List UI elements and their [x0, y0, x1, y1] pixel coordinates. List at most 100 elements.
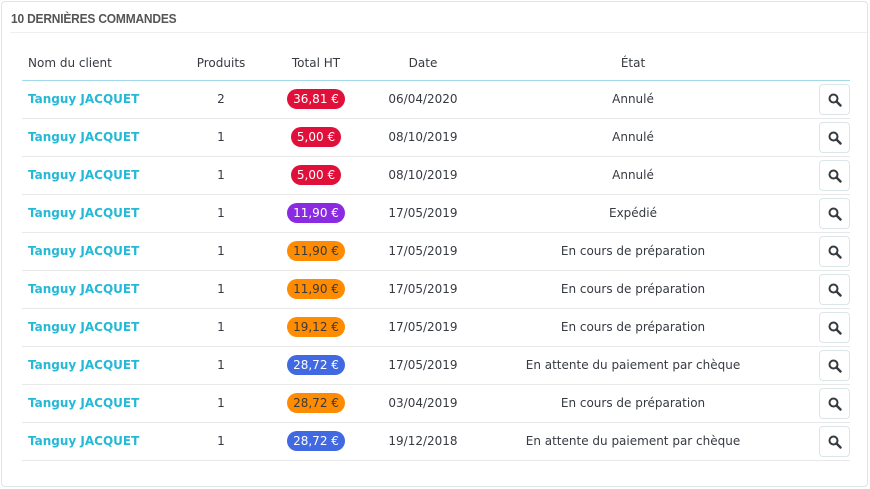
total-cell: 28,72 € — [260, 346, 372, 385]
state-cell: Annulé — [474, 118, 792, 157]
state-cell: En cours de préparation — [474, 384, 792, 423]
state-cell: En cours de préparation — [474, 270, 792, 309]
search-icon — [828, 93, 842, 107]
actions-cell — [792, 232, 850, 271]
actions-cell — [792, 118, 850, 157]
total-cell: 19,12 € — [260, 308, 372, 347]
table-row: Tanguy JACQUET 1 5,00 € 08/10/2019 Annul… — [22, 118, 850, 157]
actions-cell — [792, 346, 850, 385]
actions-cell — [792, 270, 850, 309]
search-icon — [828, 169, 842, 183]
products-cell: 1 — [182, 270, 260, 309]
date-cell: 17/05/2019 — [372, 308, 474, 347]
view-order-button[interactable] — [819, 311, 850, 343]
date-cell: 19/12/2018 — [372, 422, 474, 461]
view-order-button[interactable] — [819, 349, 850, 381]
actions-cell — [792, 384, 850, 423]
table-row: Tanguy JACQUET 2 36,81 € 06/04/2020 Annu… — [22, 80, 850, 119]
products-cell: 2 — [182, 80, 260, 119]
search-icon — [828, 397, 842, 411]
client-link[interactable]: Tanguy JACQUET — [28, 282, 140, 296]
table-row: Tanguy JACQUET 1 11,90 € 17/05/2019 Expé… — [22, 194, 850, 233]
products-cell: 1 — [182, 384, 260, 423]
client-cell: Tanguy JACQUET — [22, 118, 182, 157]
client-cell: Tanguy JACQUET — [22, 156, 182, 195]
total-badge: 11,90 € — [287, 203, 345, 223]
total-cell: 11,90 € — [260, 194, 372, 233]
view-order-button[interactable] — [819, 159, 850, 191]
col-products: Produits — [182, 47, 260, 81]
state-cell: En attente du paiement par chèque — [474, 422, 792, 461]
table-header: Nom du client Produits Total HT Date Éta… — [22, 47, 850, 81]
total-badge: 36,81 € — [287, 89, 345, 109]
total-badge: 28,72 € — [287, 393, 345, 413]
products-cell: 1 — [182, 232, 260, 271]
client-link[interactable]: Tanguy JACQUET — [28, 434, 140, 448]
table-row: Tanguy JACQUET 1 28,72 € 03/04/2019 En c… — [22, 384, 850, 423]
client-cell: Tanguy JACQUET — [22, 384, 182, 423]
total-badge: 11,90 € — [287, 241, 345, 261]
actions-cell — [792, 194, 850, 233]
state-cell: Expédié — [474, 194, 792, 233]
total-cell: 36,81 € — [260, 80, 372, 119]
client-cell: Tanguy JACQUET — [22, 308, 182, 347]
products-cell: 1 — [182, 308, 260, 347]
total-badge: 19,12 € — [287, 317, 345, 337]
total-badge: 5,00 € — [290, 165, 342, 185]
view-order-button[interactable] — [819, 121, 850, 153]
client-cell: Tanguy JACQUET — [22, 422, 182, 461]
col-date: Date — [372, 47, 474, 81]
view-order-button[interactable] — [819, 425, 850, 457]
total-cell: 28,72 € — [260, 384, 372, 423]
table-row: Tanguy JACQUET 1 5,00 € 08/10/2019 Annul… — [22, 156, 850, 195]
client-link[interactable]: Tanguy JACQUET — [28, 206, 140, 220]
date-cell: 17/05/2019 — [372, 232, 474, 271]
col-actions — [792, 47, 850, 81]
total-cell: 28,72 € — [260, 422, 372, 461]
products-cell: 1 — [182, 422, 260, 461]
client-link[interactable]: Tanguy JACQUET — [28, 396, 140, 410]
search-icon — [828, 283, 842, 297]
actions-cell — [792, 156, 850, 195]
orders-table: Nom du client Produits Total HT Date Éta… — [22, 47, 850, 461]
state-cell: En attente du paiement par chèque — [474, 346, 792, 385]
total-cell: 11,90 € — [260, 270, 372, 309]
client-link[interactable]: Tanguy JACQUET — [28, 358, 140, 372]
total-badge: 28,72 € — [287, 431, 345, 451]
client-link[interactable]: Tanguy JACQUET — [28, 92, 140, 106]
client-cell: Tanguy JACQUET — [22, 232, 182, 271]
client-link[interactable]: Tanguy JACQUET — [28, 130, 140, 144]
total-cell: 11,90 € — [260, 232, 372, 271]
client-cell: Tanguy JACQUET — [22, 346, 182, 385]
view-order-button[interactable] — [819, 387, 850, 419]
date-cell: 03/04/2019 — [372, 384, 474, 423]
total-cell: 5,00 € — [260, 156, 372, 195]
view-order-button[interactable] — [819, 83, 850, 115]
client-cell: Tanguy JACQUET — [22, 270, 182, 309]
client-link[interactable]: Tanguy JACQUET — [28, 320, 140, 334]
table-row: Tanguy JACQUET 1 11,90 € 17/05/2019 En c… — [22, 232, 850, 271]
date-cell: 17/05/2019 — [372, 270, 474, 309]
actions-cell — [792, 308, 850, 347]
client-cell: Tanguy JACQUET — [22, 80, 182, 119]
date-cell: 17/05/2019 — [372, 346, 474, 385]
total-cell: 5,00 € — [260, 118, 372, 157]
table-row: Tanguy JACQUET 1 28,72 € 17/05/2019 En a… — [22, 346, 850, 385]
search-icon — [828, 435, 842, 449]
client-link[interactable]: Tanguy JACQUET — [28, 244, 140, 258]
view-order-button[interactable] — [819, 235, 850, 267]
state-cell: En cours de préparation — [474, 308, 792, 347]
state-cell: Annulé — [474, 156, 792, 195]
products-cell: 1 — [182, 346, 260, 385]
date-cell: 06/04/2020 — [372, 80, 474, 119]
client-link[interactable]: Tanguy JACQUET — [28, 168, 140, 182]
date-cell: 08/10/2019 — [372, 118, 474, 157]
view-order-button[interactable] — [819, 273, 850, 305]
view-order-button[interactable] — [819, 197, 850, 229]
search-icon — [828, 321, 842, 335]
products-cell: 1 — [182, 118, 260, 157]
date-cell: 17/05/2019 — [372, 194, 474, 233]
total-badge: 5,00 € — [290, 127, 342, 147]
products-cell: 1 — [182, 156, 260, 195]
total-badge: 28,72 € — [287, 355, 345, 375]
